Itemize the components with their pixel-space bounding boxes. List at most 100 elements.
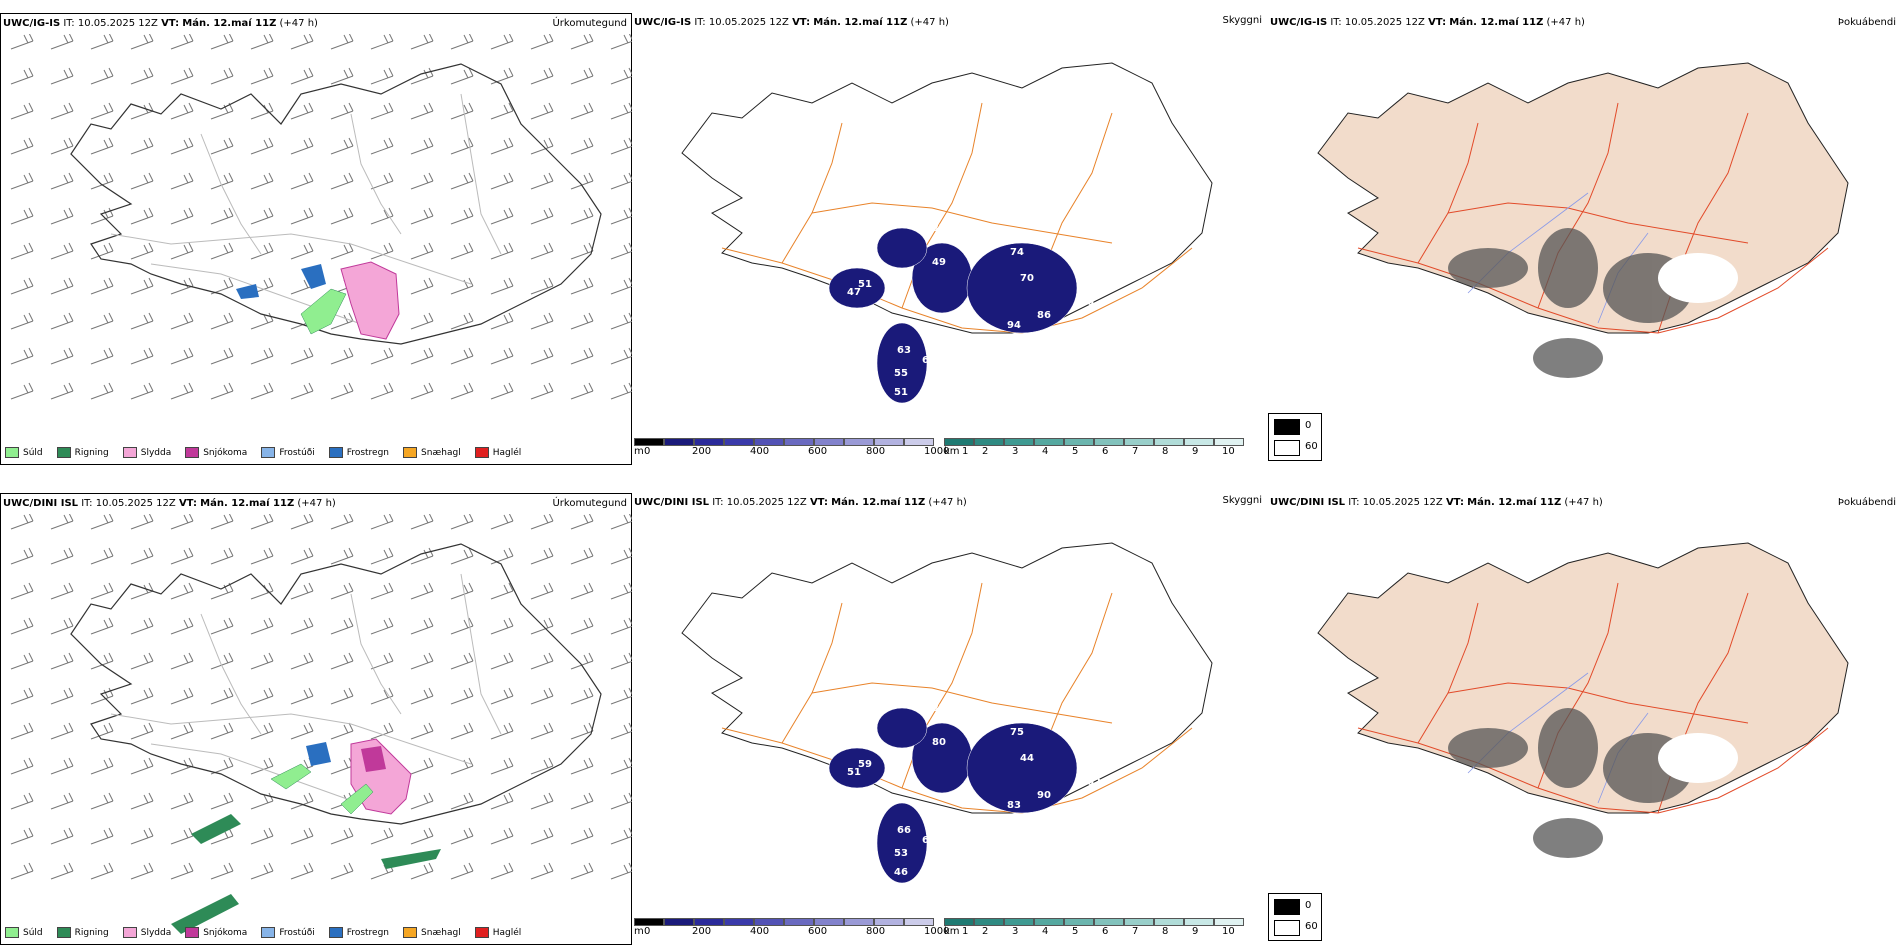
wind-barb [90, 792, 114, 810]
wind-barb [250, 382, 274, 400]
panel-title: Þokuábendi [1837, 17, 1896, 28]
wind-barb [50, 652, 74, 670]
colorbar-cell [874, 438, 904, 446]
wind-barb [290, 67, 314, 85]
cloud-base-label: 55 [894, 368, 908, 379]
panel-header: UWC/DINI ISL IT: 10.05.2025 12Z VT: Mán.… [1270, 497, 1603, 508]
colorbar-cell [784, 438, 814, 446]
wind-barb [10, 687, 34, 705]
wind-barb [290, 382, 314, 400]
wind-barb [450, 277, 474, 295]
wind-barb [130, 277, 154, 295]
colorbar-cell [1154, 438, 1184, 446]
wind-barb [170, 547, 194, 565]
wind-barb [50, 722, 74, 740]
wind-barb [410, 862, 434, 880]
visibility-colorbar [944, 918, 1244, 926]
colorbar-cell [1124, 438, 1154, 446]
colorbar-cell [754, 918, 784, 926]
wind-barb [10, 277, 34, 295]
wind-barb [530, 347, 554, 365]
colorbar-cell [974, 918, 1004, 926]
colorbar-cell [1154, 918, 1184, 926]
wind-barb [250, 757, 274, 775]
wind-barb [210, 277, 234, 295]
fog-key-swatch [1274, 899, 1300, 915]
wind-barb [10, 137, 34, 155]
wind-barb [170, 792, 194, 810]
wind-barb [450, 687, 474, 705]
wind-barb [10, 102, 34, 120]
wind-barb [570, 34, 594, 50]
wind-barb [50, 382, 74, 400]
wind-barb [170, 617, 194, 635]
precip-area-frz [301, 264, 326, 289]
wind-barb [530, 514, 554, 530]
legend-swatch [185, 927, 200, 938]
precip-panel-bottom: UWC/DINI ISL IT: 10.05.2025 12Z VT: Mán.… [0, 493, 633, 945]
wind-barb [330, 34, 354, 50]
colorbar-tick: 9 [1192, 446, 1199, 457]
panel-title: Skyggni [1222, 495, 1262, 506]
wind-barb [90, 827, 114, 845]
wind-barb [610, 277, 633, 295]
wind-barb [570, 617, 594, 635]
wind-barb [50, 312, 74, 330]
wind-barb [450, 792, 474, 810]
wind-barb [50, 347, 74, 365]
wind-barb [250, 547, 274, 565]
wind-barb [450, 652, 474, 670]
wind-barb [490, 102, 514, 120]
wind-barb [410, 617, 434, 635]
cloud-base-label: 86 [1037, 310, 1051, 321]
wind-barb [290, 347, 314, 365]
wind-barb [10, 514, 34, 530]
wind-barb [530, 242, 554, 260]
wind-barb [490, 277, 514, 295]
wind-barb [130, 514, 154, 530]
wind-barb [490, 862, 514, 880]
wind-barb [490, 242, 514, 260]
iceland-outline [681, 62, 1213, 334]
panel-header: UWC/IG-IS IT: 10.05.2025 12Z VT: Mán. 12… [634, 17, 949, 28]
precip-panel-top: UWC/IG-IS IT: 10.05.2025 12Z VT: Mán. 12… [0, 13, 633, 465]
colorbar-tick: 400 [750, 926, 770, 937]
cloud-base-label: 51 [894, 387, 908, 398]
wind-barb [210, 102, 234, 120]
colorbar-cell [634, 438, 664, 446]
wind-barb [250, 792, 274, 810]
wind-barb [450, 102, 474, 120]
wind-barb [330, 652, 354, 670]
wind-barb [570, 277, 594, 295]
wind-barb [130, 687, 154, 705]
wind-barb [410, 207, 434, 225]
wind-barb [210, 547, 234, 565]
colorbar-cell [844, 438, 874, 446]
wind-barb [290, 827, 314, 845]
wind-barb [370, 172, 394, 190]
wind-barb [450, 514, 474, 530]
wind-barb [410, 514, 434, 530]
wind-barb [330, 617, 354, 635]
wind-barb [90, 687, 114, 705]
colorbar-tick: 2 [982, 446, 989, 457]
wind-barb [370, 207, 394, 225]
colorbar-cell [844, 918, 874, 926]
wind-barb [450, 827, 474, 845]
cloud-base-label: 37 [932, 703, 946, 714]
legend-swatch [328, 927, 343, 938]
legend-swatch [261, 927, 276, 938]
cloud-base-label: 90 [1037, 790, 1051, 801]
colorbar-cell [634, 918, 664, 926]
wind-barb [410, 382, 434, 400]
colorbar-cell [904, 918, 934, 926]
wind-barb [10, 792, 34, 810]
iceland-outline [70, 63, 602, 345]
wind-barb [330, 687, 354, 705]
wind-barb [370, 67, 394, 85]
wind-barb [490, 792, 514, 810]
wind-barb [610, 827, 633, 845]
wind-barb [130, 67, 154, 85]
wind-barb [610, 722, 633, 740]
